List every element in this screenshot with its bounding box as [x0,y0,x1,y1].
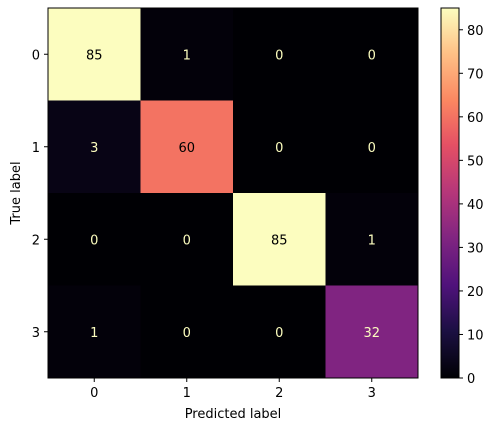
cell-value-label: 85 [271,233,288,248]
cell-value-label: 1 [183,48,191,63]
cell-value-label: 0 [368,141,376,156]
cell-value-label: 32 [363,326,380,341]
x-tick-label: 3 [368,386,376,401]
matrix-cell [325,8,419,101]
cell-value-label: 1 [368,233,376,248]
matrix-cell [48,8,141,101]
colorbar-tick-label: 80 [467,24,484,39]
matrix-cell [233,100,326,194]
y-tick-label: 3 [32,326,40,341]
y-tick-label: 2 [32,233,40,248]
colorbar-ticks: 0 10 20 30 40 50 60 70 80 [459,24,484,387]
y-axis-label: True label [9,161,24,225]
x-tick-label: 1 [183,386,191,401]
cell-value-label: 0 [90,233,98,248]
matrix-cell [140,193,234,286]
cell-value-label: 0 [183,233,191,248]
colorbar-tick-label: 40 [467,198,484,213]
cell-value-label: 0 [183,326,191,341]
matrix-cell [325,285,419,379]
x-axis-label: Predicted label [185,407,282,422]
colorbar-tick-label: 60 [467,111,484,126]
colorbar-tick-label: 0 [467,372,475,387]
y-axis-ticks: 0 1 2 3 [32,48,48,341]
matrix-cell [140,285,234,379]
colorbar-tick-label: 30 [467,241,484,256]
matrix-cells [48,8,419,379]
matrix-cell [140,8,234,101]
matrix-cell [140,100,234,194]
y-tick-label: 1 [32,141,40,156]
matrix-cell [325,193,419,286]
colorbar [440,7,460,379]
matrix-cell [48,100,141,194]
plot-frame [47,7,419,379]
cell-value-label: 3 [90,141,98,156]
matrix-cell [48,285,141,379]
x-axis-ticks: 0 1 2 3 [90,378,376,401]
colorbar-tick-label: 70 [467,67,484,82]
matrix-cell [233,285,326,379]
cell-value-label: 0 [275,326,283,341]
matrix-cell [325,100,419,194]
cell-value-label: 0 [368,48,376,63]
x-tick-label: 0 [90,386,98,401]
cell-value-label: 1 [90,326,98,341]
y-tick-label: 0 [32,48,40,63]
cell-value-label: 85 [86,48,103,63]
colorbar-tick-label: 50 [467,154,484,169]
cell-value-label: 0 [275,48,283,63]
matrix-cell [233,8,326,101]
matrix-cell [48,193,141,286]
colorbar-tick-label: 10 [467,328,484,343]
cell-value-label: 0 [275,141,283,156]
cell-value-labels: 85 1 0 0 3 60 0 0 0 0 85 1 1 0 0 32 [86,48,380,341]
colorbar-tick-label: 20 [467,285,484,300]
matrix-cell [233,193,326,286]
x-tick-label: 2 [275,386,283,401]
cell-value-label: 60 [178,141,195,156]
